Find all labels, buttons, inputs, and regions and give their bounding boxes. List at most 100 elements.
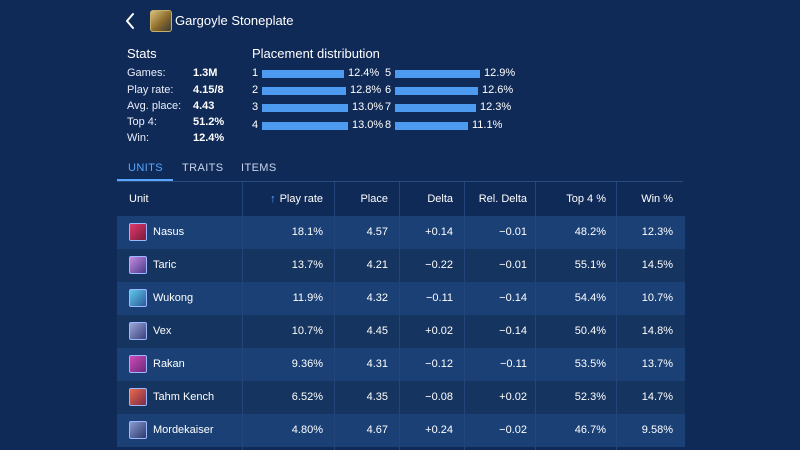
- table-header: Unit ↑ Play rate Place Delta Rel. Delta T…: [117, 182, 685, 216]
- place-cell: 4.21: [366, 259, 388, 271]
- table-row[interactable]: Mordekaiser 4.80% 4.67 +0.24 −0.02 46.7%…: [117, 414, 685, 447]
- top4-cell: 53.5%: [574, 358, 606, 370]
- placement-number: 7: [385, 101, 392, 113]
- rel-delta-cell: −0.11: [499, 358, 527, 370]
- table-row[interactable]: Vex 10.7% 4.45 +0.02 −0.14 50.4% 14.8%: [117, 315, 685, 348]
- distribution-bar: [395, 87, 478, 95]
- column-header-place[interactable]: Place: [360, 193, 388, 205]
- delta-cell: +0.14: [425, 226, 453, 238]
- distribution-bar: [395, 104, 476, 112]
- unit-name: Tahm Kench: [153, 391, 215, 403]
- place-cell: 4.31: [366, 358, 388, 370]
- placement-percent: 12.8%: [350, 84, 382, 96]
- stat-value-play-rate: 4.15/8: [193, 84, 224, 96]
- top4-cell: 54.4%: [574, 292, 606, 304]
- table-row[interactable]: Tahm Kench 6.52% 4.35 −0.08 +0.02 52.3% …: [117, 381, 685, 414]
- table-row[interactable]: Rakan 9.36% 4.31 −0.12 −0.11 53.5% 13.7%: [117, 348, 685, 381]
- play-rate-cell: 4.80%: [291, 424, 323, 436]
- top4-cell: 48.2%: [574, 226, 606, 238]
- place-cell: 4.57: [366, 226, 388, 238]
- place-cell: 4.32: [366, 292, 388, 304]
- column-separator: [616, 182, 617, 450]
- delta-cell: −0.08: [425, 391, 453, 403]
- placement-number: 2: [252, 84, 259, 96]
- distribution-bar: [262, 104, 348, 112]
- placement-percent: 13.0%: [352, 119, 384, 131]
- top4-cell: 52.3%: [574, 391, 606, 403]
- play-rate-cell: 18.1%: [291, 226, 323, 238]
- placement-number: 4: [252, 119, 259, 131]
- unit-name: Wukong: [153, 292, 194, 304]
- placement-number: 1: [252, 67, 259, 79]
- delta-cell: −0.12: [425, 358, 453, 370]
- rel-delta-cell: −0.01: [499, 259, 527, 271]
- place-cell: 4.67: [366, 424, 388, 436]
- unit-name: Vex: [153, 325, 172, 337]
- win-cell: 10.7%: [641, 292, 673, 304]
- placement-number: 3: [252, 101, 259, 113]
- win-cell: 14.7%: [641, 391, 673, 403]
- placement-percent: 12.3%: [480, 101, 512, 113]
- column-separator: [242, 182, 243, 450]
- win-cell: 14.8%: [641, 325, 673, 337]
- stat-value-games: 1.3M: [193, 67, 218, 79]
- rel-delta-cell: +0.02: [499, 391, 527, 403]
- delta-cell: −0.22: [425, 259, 453, 271]
- column-header-win[interactable]: Win %: [641, 193, 673, 205]
- delta-cell: +0.02: [425, 325, 453, 337]
- win-cell: 13.7%: [641, 358, 673, 370]
- unit-name: Mordekaiser: [153, 424, 214, 436]
- placement-number: 5: [385, 67, 392, 79]
- rel-delta-cell: −0.14: [499, 325, 527, 337]
- column-header-delta[interactable]: Delta: [427, 193, 453, 205]
- unit-name: Rakan: [153, 358, 185, 370]
- back-button[interactable]: [122, 10, 140, 32]
- vex-icon: [129, 322, 147, 340]
- table-row[interactable]: Nasus 18.1% 4.57 +0.14 −0.01 48.2% 12.3%: [117, 216, 685, 249]
- stat-label-top4: Top 4:: [127, 116, 157, 128]
- tab-items[interactable]: ITEMS: [241, 162, 277, 174]
- placement-percent: 12.4%: [348, 67, 380, 79]
- column-separator: [399, 182, 400, 450]
- top4-cell: 55.1%: [574, 259, 606, 271]
- sort-ascending-icon: ↑: [270, 193, 276, 205]
- stat-label-games: Games:: [127, 67, 166, 79]
- placement-number: 8: [385, 119, 392, 131]
- column-header-top4[interactable]: Top 4 %: [566, 193, 606, 205]
- unit-name: Taric: [153, 259, 177, 271]
- placement-percent: 13.0%: [352, 101, 384, 113]
- gargoyle-stoneplate-icon: [150, 10, 172, 32]
- delta-cell: −0.11: [425, 292, 453, 304]
- placement-number: 6: [385, 84, 392, 96]
- stat-value-win: 12.4%: [193, 132, 225, 144]
- distribution-bar: [262, 122, 348, 130]
- placement-percent: 12.9%: [484, 67, 516, 79]
- stat-label-avg-place: Avg. place:: [127, 100, 182, 112]
- top4-cell: 46.7%: [574, 424, 606, 436]
- play-rate-cell: 11.9%: [292, 292, 323, 304]
- placement-percent: 11.1%: [472, 119, 503, 131]
- rakan-icon: [129, 355, 147, 373]
- win-cell: 14.5%: [641, 259, 673, 271]
- page-title: Gargoyle Stoneplate: [175, 13, 294, 28]
- play-rate-cell: 9.36%: [291, 358, 323, 370]
- tab-divider: [117, 181, 683, 182]
- distribution-bar: [395, 122, 468, 130]
- tab-traits[interactable]: TRAITS: [182, 162, 224, 174]
- win-cell: 9.58%: [641, 424, 673, 436]
- chevron-left-icon: [126, 13, 134, 29]
- column-separator: [535, 182, 536, 450]
- table-row[interactable]: Taric 13.7% 4.21 −0.22 −0.01 55.1% 14.5%: [117, 249, 685, 282]
- stat-label-play-rate: Play rate:: [127, 84, 174, 96]
- column-header-rel-delta[interactable]: Rel. Delta: [478, 193, 527, 205]
- tab-units[interactable]: UNITS: [128, 162, 163, 174]
- column-header-unit[interactable]: Unit: [129, 193, 149, 205]
- active-tab-indicator: [117, 179, 173, 181]
- rel-delta-cell: −0.02: [499, 424, 527, 436]
- stat-value-avg-place: 4.43: [193, 100, 215, 112]
- tahm-kench-icon: [129, 388, 147, 406]
- column-header-play-rate[interactable]: ↑ Play rate: [237, 182, 323, 216]
- stats-heading: Stats: [127, 46, 157, 61]
- distribution-bar: [395, 70, 480, 78]
- table-row[interactable]: Wukong 11.9% 4.32 −0.11 −0.14 54.4% 10.7…: [117, 282, 685, 315]
